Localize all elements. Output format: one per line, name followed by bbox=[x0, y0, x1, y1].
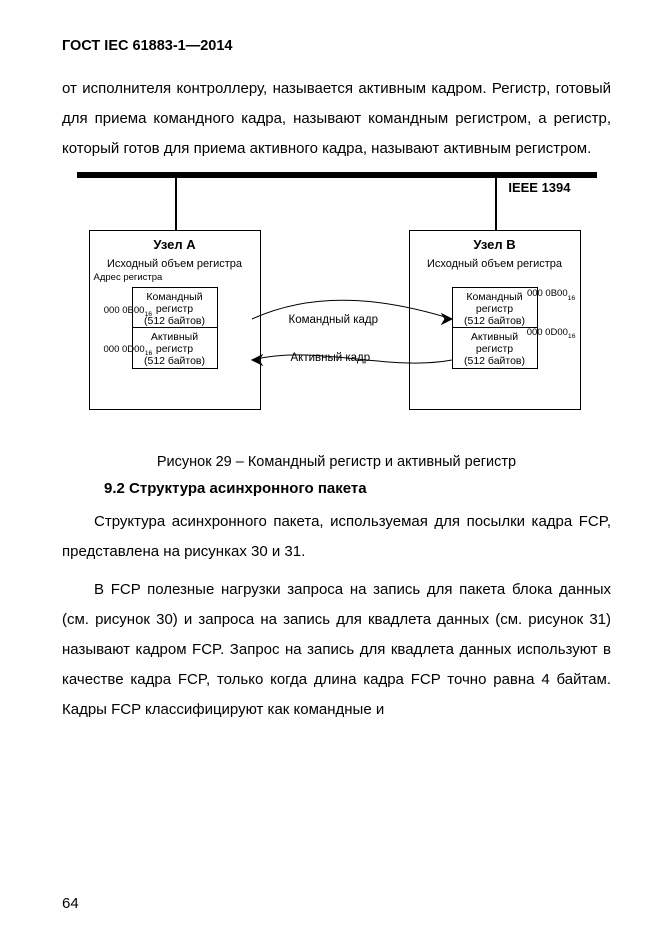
node-a-cmd-reg: Командный регистр (512 байтов) bbox=[133, 288, 217, 328]
paragraph-2: Структура асинхронного пакета, используе… bbox=[62, 507, 611, 567]
section-heading-9-2: 9.2 Структура асинхронного пакета bbox=[104, 480, 611, 497]
node-a-reg-stack: Командный регистр (512 байтов) Активный … bbox=[132, 287, 218, 369]
standard-header: ГОСТ IEC 61883-1—2014 bbox=[62, 38, 611, 54]
node-b-act-reg: Активный регистр (512 байтов) bbox=[453, 328, 537, 368]
node-b-subtitle: Исходный объем регистра bbox=[410, 258, 580, 270]
figure-caption: Рисунок 29 – Командный регистр и активны… bbox=[62, 454, 611, 470]
node-a-act-reg: Активный регистр (512 байтов) bbox=[133, 328, 217, 368]
bus-line bbox=[77, 172, 597, 178]
node-b: Узел В Исходный объем регистра 000 0B001… bbox=[409, 230, 581, 410]
node-b-reg-stack: Командный регистр (512 байтов) Активный … bbox=[452, 287, 538, 369]
stem-b bbox=[495, 178, 497, 230]
act-arrow-label: Активный кадр bbox=[291, 352, 371, 364]
node-a-title: Узел А bbox=[90, 237, 260, 252]
node-b-title: Узел В bbox=[410, 237, 580, 252]
stem-a bbox=[175, 178, 177, 230]
paragraph-3: В FCP полезные нагрузки запроса на запис… bbox=[62, 575, 611, 725]
bus-label: IEEE 1394 bbox=[508, 180, 570, 195]
node-b-cmd-reg: Командный регистр (512 байтов) bbox=[453, 288, 537, 328]
cmd-arrow-label: Командный кадр bbox=[289, 314, 378, 326]
node-a: Узел А Исходный объем регистра Адрес рег… bbox=[89, 230, 261, 410]
figure-29: IEEE 1394 Узел А Исходный объем регистра… bbox=[77, 172, 597, 440]
node-a-addr-label: Адрес регистра bbox=[94, 273, 163, 284]
paragraph-1: от исполнителя контроллеру, называется а… bbox=[62, 74, 611, 164]
document-page: ГОСТ IEC 61883-1—2014 от исполнителя кон… bbox=[0, 0, 661, 936]
node-a-subtitle: Исходный объем регистра bbox=[90, 258, 260, 270]
page-number: 64 bbox=[62, 895, 79, 912]
